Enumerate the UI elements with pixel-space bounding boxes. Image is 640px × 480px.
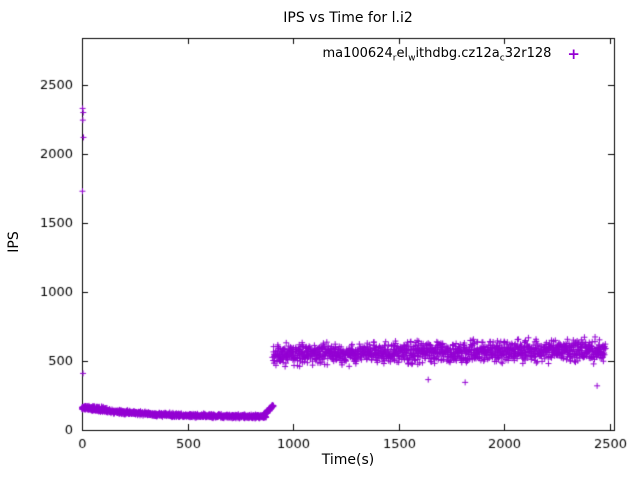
x-axis-label: Time(s) xyxy=(321,452,375,468)
y-axis-label: IPS xyxy=(6,231,22,253)
legend-label: ma100624relwithdbg.cz12ac32r128 xyxy=(322,46,552,64)
plus-marker-icon: + xyxy=(567,45,580,64)
legend: ma100624relwithdbg.cz12ac32r128 + xyxy=(322,46,580,64)
chart-title: IPS vs Time for l.i2 xyxy=(283,10,413,26)
